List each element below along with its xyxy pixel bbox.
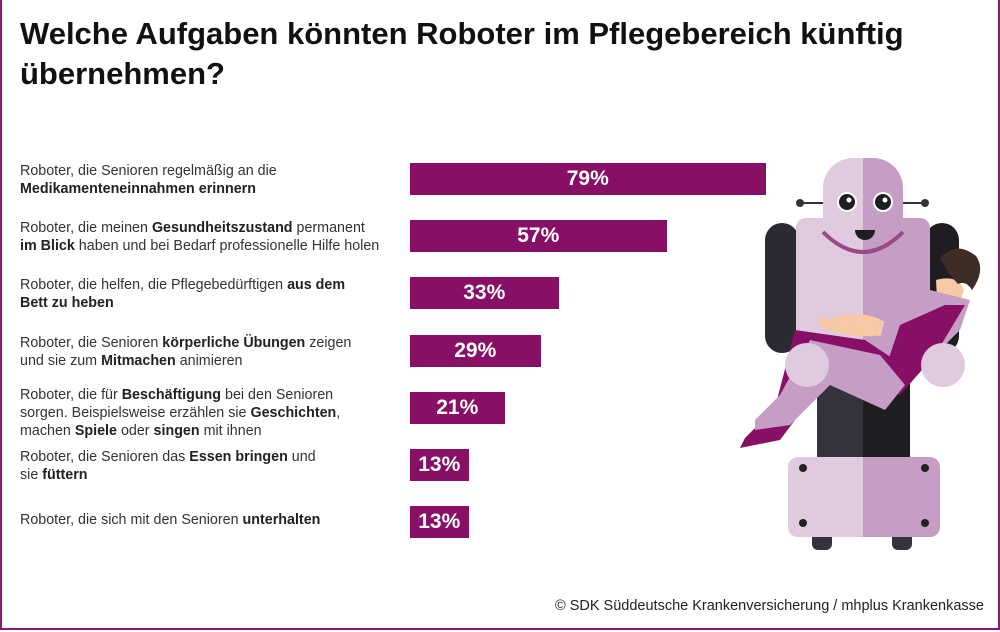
person-icon (740, 248, 981, 448)
bar: 21% (410, 391, 505, 424)
category-label: Roboter, die helfen, die Pflegebedürftig… (20, 277, 346, 312)
category-label: Roboter, die Senioren das Essen bringen … (20, 449, 316, 483)
bar: 57% (410, 220, 667, 253)
copyright: © SDK Süddeutsche Krankenversicherung / … (555, 598, 984, 614)
page-title: Welche Aufgaben könnten Roboter im Pfleg… (20, 16, 904, 91)
category-label: Roboter, die sich mit den Senioren unter… (20, 512, 321, 529)
robot-shoulder-right (921, 343, 965, 387)
value-label: 29% (454, 338, 497, 362)
value-label: 13% (418, 510, 461, 534)
value-label: 57% (517, 224, 560, 248)
category-label: Roboter, die für Beschäftigung bei den S… (20, 386, 341, 439)
bar: 79% (410, 163, 766, 195)
value-label: 13% (418, 453, 461, 476)
value-label: 79% (566, 167, 609, 190)
robot-shoulder-left (785, 343, 829, 387)
bar: 13% (410, 449, 469, 481)
category-label: Roboter, die Senioren körperliche Übunge… (20, 334, 352, 369)
category-label: Roboter, die meinen Gesundheitszustand p… (20, 220, 380, 255)
category-label: Roboter, die Senioren regelmäßig an die … (20, 163, 277, 197)
value-label: 33% (463, 281, 506, 305)
bar: 29% (410, 334, 541, 367)
value-label: 21% (436, 395, 479, 419)
bar: 13% (410, 506, 469, 539)
bar: 33% (410, 277, 559, 310)
